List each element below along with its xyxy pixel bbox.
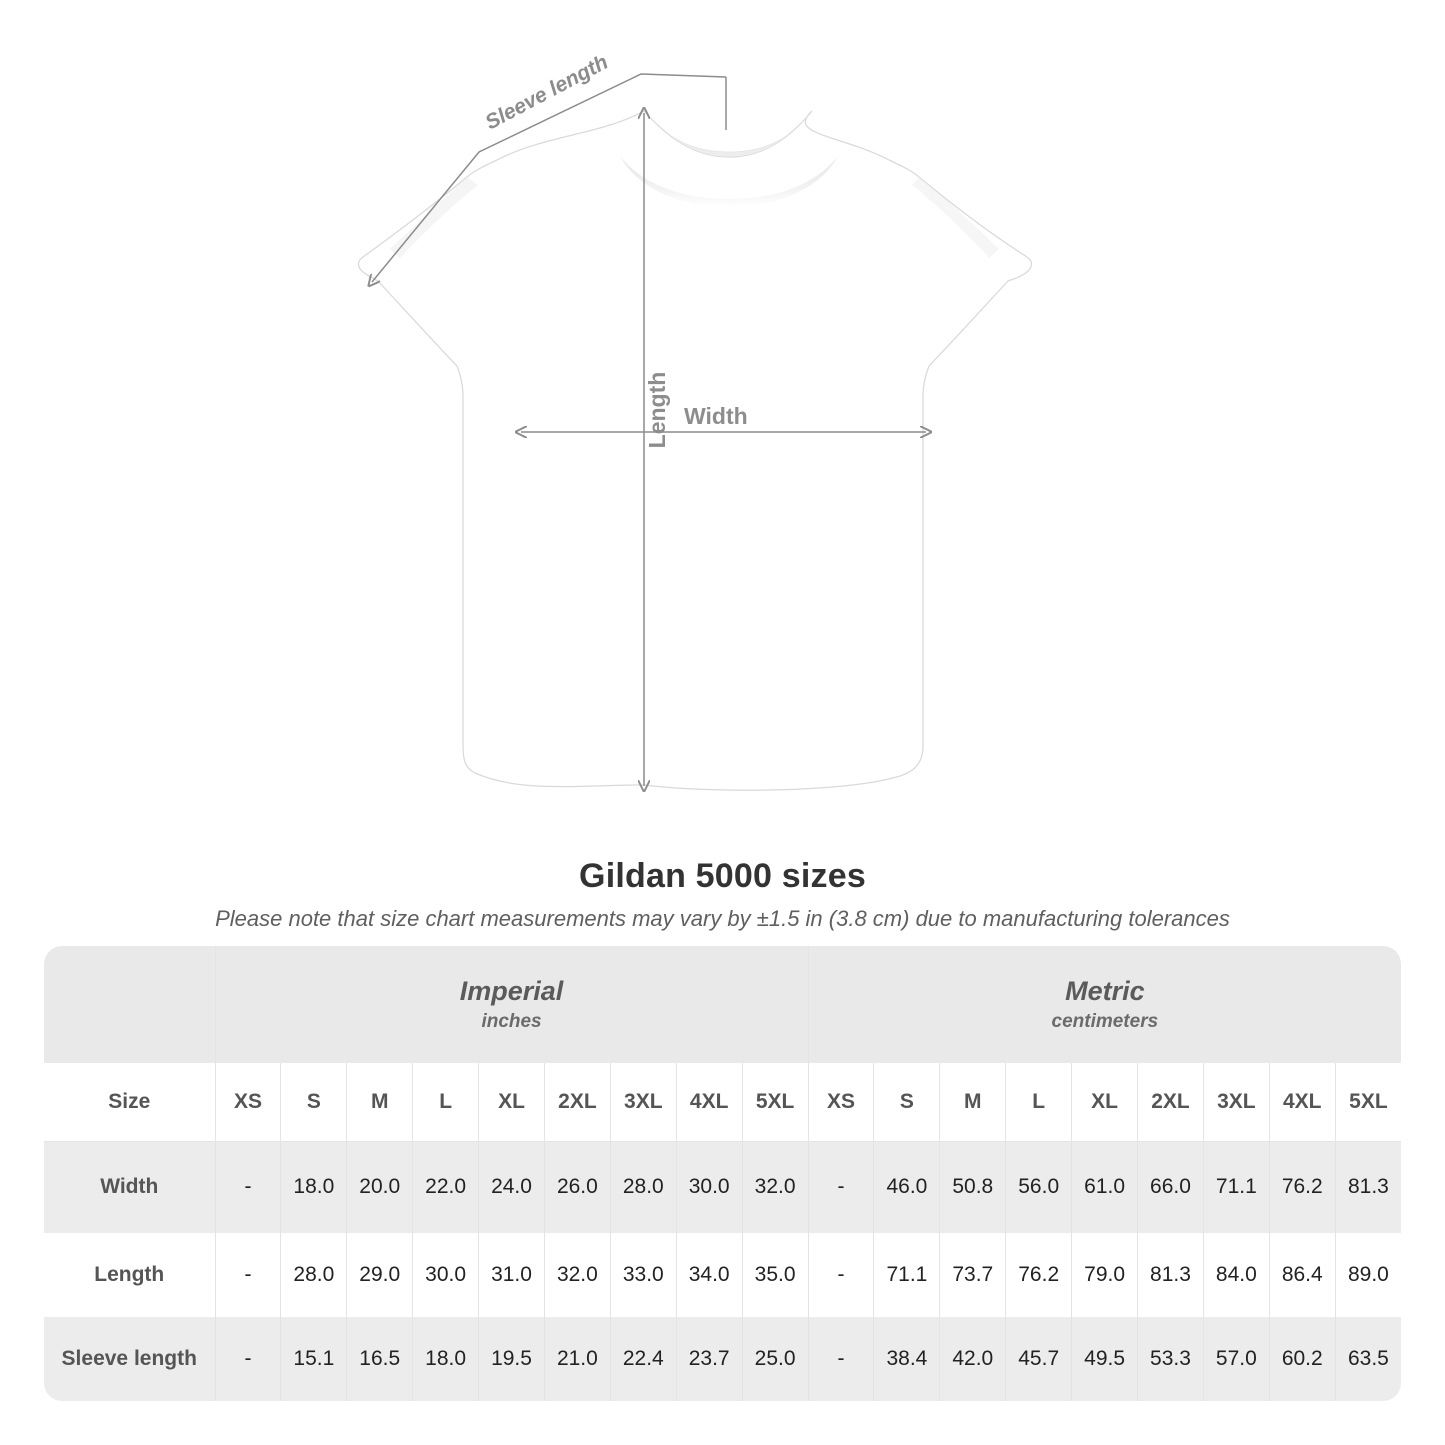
svg-text:Length: Length: [644, 372, 670, 449]
svg-text:Width: Width: [684, 403, 748, 429]
svg-text:Sleeve length: Sleeve length: [482, 51, 612, 135]
